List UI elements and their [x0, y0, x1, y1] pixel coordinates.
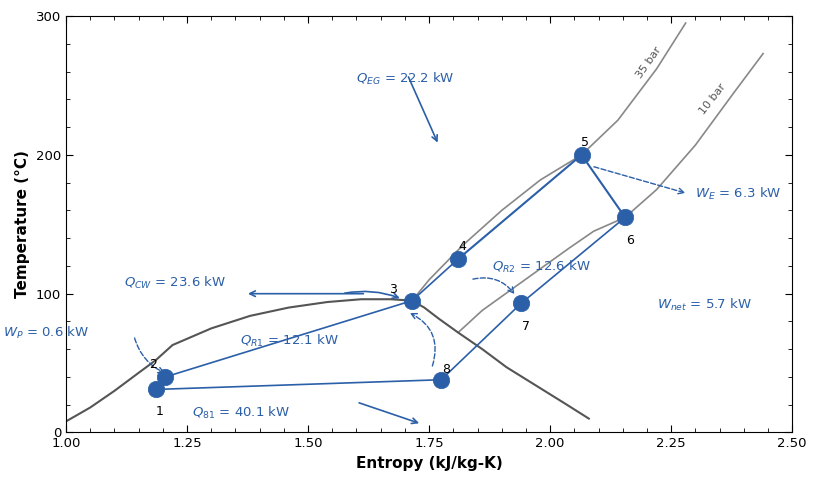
Text: $Q_{81}$ = 40.1 kW: $Q_{81}$ = 40.1 kW: [192, 405, 290, 421]
Text: $Q_{CW}$ = 23.6 kW: $Q_{CW}$ = 23.6 kW: [124, 275, 226, 291]
Text: $W_E$ = 6.3 kW: $W_E$ = 6.3 kW: [695, 186, 782, 202]
Point: [434, 376, 447, 384]
Text: 1: 1: [155, 405, 164, 418]
Text: $W_{net}$ = 5.7 kW: $W_{net}$ = 5.7 kW: [657, 297, 752, 313]
X-axis label: Entropy (kJ/kg-K): Entropy (kJ/kg-K): [356, 456, 502, 471]
Text: 35 bar: 35 bar: [635, 45, 663, 80]
Text: $Q_{R2}$ = 12.6 kW: $Q_{R2}$ = 12.6 kW: [492, 259, 591, 275]
Text: 7: 7: [522, 320, 530, 333]
Text: 8: 8: [442, 362, 450, 375]
Point: [406, 297, 419, 305]
Point: [515, 299, 528, 307]
Point: [159, 373, 172, 381]
Point: [452, 255, 465, 263]
Text: $Q_{EG}$ = 22.2 kW: $Q_{EG}$ = 22.2 kW: [357, 70, 455, 87]
Text: 4: 4: [458, 241, 466, 254]
Text: 5: 5: [582, 136, 590, 149]
Text: 6: 6: [626, 234, 634, 247]
Text: $W_P$ = 0.6 kW: $W_P$ = 0.6 kW: [3, 324, 89, 341]
Point: [575, 151, 588, 159]
Point: [618, 214, 631, 221]
Text: 3: 3: [389, 283, 397, 296]
Y-axis label: Temperature (°C): Temperature (°C): [16, 150, 30, 298]
Point: [149, 386, 162, 393]
Text: 10 bar: 10 bar: [698, 81, 728, 116]
Text: $Q_{R1}$ = 12.1 kW: $Q_{R1}$ = 12.1 kW: [240, 333, 339, 349]
Text: 2: 2: [149, 359, 157, 372]
